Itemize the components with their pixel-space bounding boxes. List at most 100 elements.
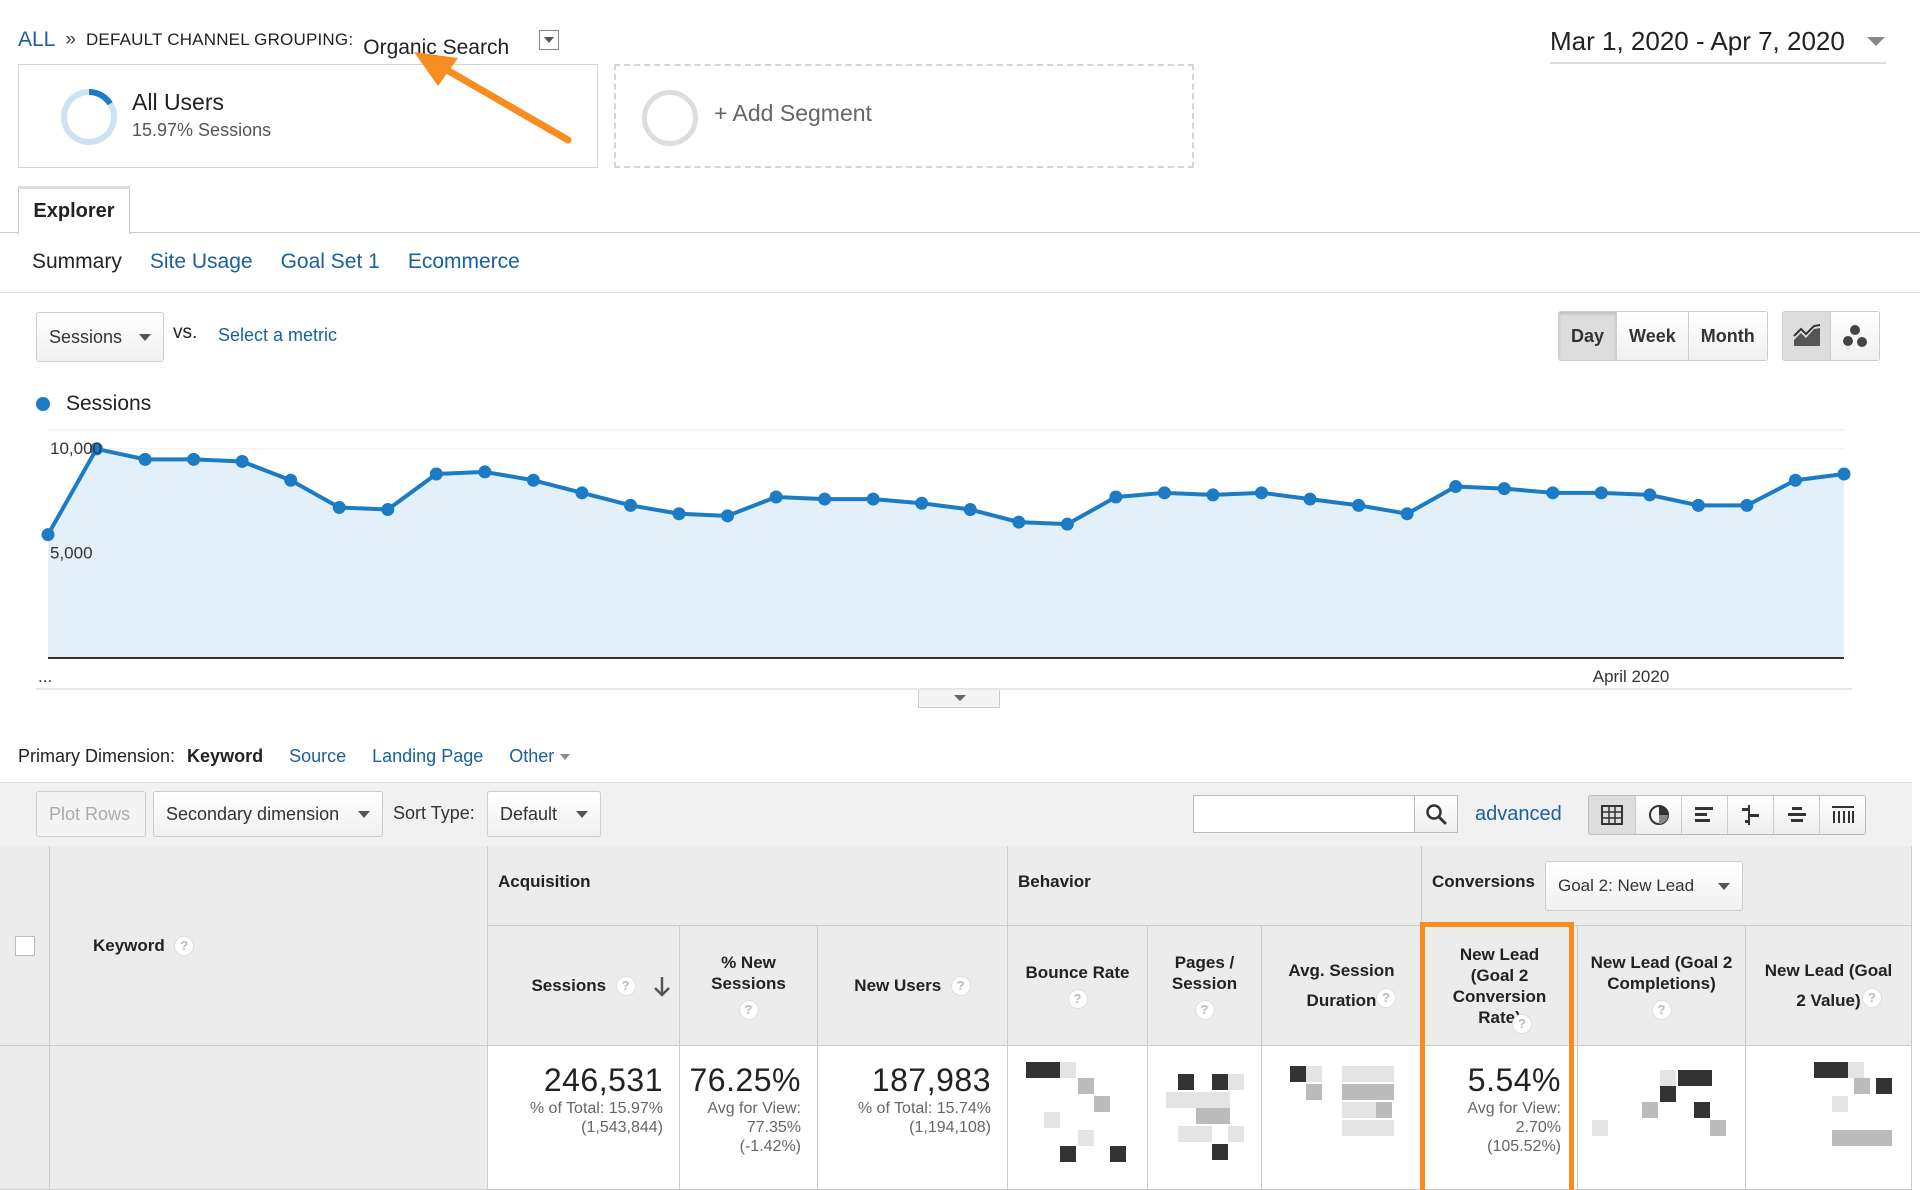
- avg-session-duration-header[interactable]: Avg. Session Duration ?: [1262, 926, 1422, 1046]
- pct-new-sessions-header-label: % New Sessions: [711, 952, 786, 993]
- sessions-point[interactable]: [1206, 488, 1220, 502]
- sessions-point[interactable]: [138, 452, 152, 466]
- table-view-button[interactable]: [1589, 796, 1635, 834]
- sessions-point[interactable]: [1546, 486, 1560, 500]
- plot-rows-button[interactable]: Plot Rows: [36, 791, 146, 837]
- help-icon[interactable]: ?: [1512, 1014, 1532, 1034]
- sessions-point[interactable]: [429, 467, 443, 481]
- sessions-point[interactable]: [381, 503, 395, 517]
- completions-header[interactable]: New Lead (Goal 2 Completions) ?: [1578, 926, 1746, 1046]
- annotation-arrow-icon: [414, 52, 572, 144]
- sessions-point[interactable]: [1012, 515, 1026, 529]
- sessions-point[interactable]: [1691, 498, 1705, 512]
- period-day-button[interactable]: Day: [1559, 312, 1617, 360]
- sessions-point[interactable]: [1740, 498, 1754, 512]
- sessions-point[interactable]: [1157, 486, 1171, 500]
- tab-explorer[interactable]: Explorer: [18, 186, 130, 234]
- period-week-button[interactable]: Week: [1616, 312, 1688, 360]
- total-sessions-pct: % of Total: 15.97%: [529, 1100, 663, 1117]
- sessions-point[interactable]: [1788, 473, 1802, 487]
- sessions-point[interactable]: [818, 492, 832, 506]
- select-metric-link[interactable]: Select a metric: [218, 325, 338, 345]
- search-button[interactable]: [1414, 795, 1458, 833]
- sessions-point[interactable]: [1594, 486, 1608, 500]
- sessions-point[interactable]: [721, 509, 735, 523]
- pct-new-sessions-header[interactable]: % New Sessions ?: [680, 926, 818, 1046]
- sessions-point[interactable]: [235, 454, 249, 468]
- sessions-point[interactable]: [1837, 467, 1851, 481]
- help-icon[interactable]: ?: [615, 975, 636, 996]
- comparison-view-button[interactable]: [1727, 796, 1773, 834]
- conversion-rate-header[interactable]: New Lead (Goal 2 Conversion Rate) ?: [1422, 926, 1578, 1046]
- sessions-point[interactable]: [526, 473, 540, 487]
- help-icon[interactable]: ?: [174, 936, 195, 957]
- secondary-dimension-select[interactable]: Secondary dimension: [153, 791, 383, 837]
- segment-all-users[interactable]: All Users 15.97% Sessions: [18, 64, 598, 168]
- sessions-point[interactable]: [1060, 517, 1074, 531]
- sessions-point[interactable]: [1643, 488, 1657, 502]
- chart-collapse-toggle[interactable]: [918, 690, 1000, 708]
- sessions-point[interactable]: [963, 503, 977, 517]
- help-icon[interactable]: ?: [1651, 999, 1672, 1020]
- sessions-point[interactable]: [1109, 490, 1123, 504]
- help-icon[interactable]: ?: [1194, 999, 1215, 1020]
- primary-dimension-other[interactable]: Other: [509, 746, 570, 767]
- new-users-header[interactable]: New Users ?: [818, 926, 1008, 1046]
- sessions-point[interactable]: [332, 500, 346, 514]
- primary-dimension-source[interactable]: Source: [289, 746, 347, 766]
- breadcrumb-all-link[interactable]: ALL: [18, 28, 56, 51]
- sessions-point[interactable]: [41, 528, 55, 542]
- help-icon[interactable]: ?: [1862, 988, 1882, 1008]
- pages-per-session-header[interactable]: Pages / Session ?: [1148, 926, 1262, 1046]
- x-tick-label: April 2020: [1593, 667, 1670, 686]
- add-segment-button[interactable]: + Add Segment: [614, 64, 1194, 168]
- sessions-point[interactable]: [187, 452, 201, 466]
- sessions-point[interactable]: [284, 473, 298, 487]
- keyword-header[interactable]: Keyword ?: [50, 846, 488, 1046]
- line-chart-button[interactable]: [1783, 312, 1831, 360]
- subtab-site-usage[interactable]: Site Usage: [149, 250, 253, 273]
- sessions-point[interactable]: [1352, 498, 1366, 512]
- subtab-goal-set-1[interactable]: Goal Set 1: [280, 250, 380, 273]
- period-month-button[interactable]: Month: [1687, 312, 1767, 360]
- sessions-point[interactable]: [1303, 492, 1317, 506]
- goal-select[interactable]: Goal 2: New Lead: [1545, 861, 1743, 911]
- sessions-point[interactable]: [478, 465, 492, 479]
- primary-dimension-landing-page[interactable]: Landing Page: [372, 746, 484, 766]
- sessions-header[interactable]: Sessions ?: [488, 926, 680, 1046]
- total-new-users-all: (1,194,108): [909, 1119, 991, 1136]
- subtab-summary[interactable]: Summary: [32, 250, 122, 273]
- subtab-ecommerce[interactable]: Ecommerce: [407, 250, 520, 273]
- help-icon[interactable]: ?: [738, 999, 759, 1020]
- sessions-point[interactable]: [769, 490, 783, 504]
- channel-grouping-dropdown[interactable]: [539, 30, 560, 50]
- help-icon[interactable]: ?: [1067, 989, 1088, 1009]
- advanced-filter-link[interactable]: advanced: [1475, 803, 1562, 825]
- sessions-point[interactable]: [1497, 482, 1511, 496]
- term-cloud-button[interactable]: [1773, 796, 1819, 834]
- date-range-picker[interactable]: Mar 1, 2020 - Apr 7, 2020: [1550, 20, 1886, 64]
- pie-view-button[interactable]: [1635, 796, 1681, 834]
- sessions-point[interactable]: [1449, 480, 1463, 494]
- table-search-input[interactable]: [1193, 795, 1415, 833]
- sessions-point[interactable]: [915, 496, 929, 510]
- pivot-view-button[interactable]: [1819, 796, 1865, 834]
- goal-value-header[interactable]: New Lead (Goal 2 Value) ?: [1746, 926, 1912, 1046]
- help-icon[interactable]: ?: [950, 975, 971, 996]
- sessions-point[interactable]: [866, 492, 880, 506]
- primary-dimension-keyword[interactable]: Keyword: [187, 746, 264, 766]
- help-icon[interactable]: ?: [1376, 988, 1396, 1008]
- sessions-point[interactable]: [90, 442, 104, 456]
- sessions-point[interactable]: [575, 486, 589, 500]
- bar-view-button[interactable]: [1681, 796, 1727, 834]
- motion-chart-button[interactable]: [1831, 312, 1879, 360]
- sort-type-select[interactable]: Default: [487, 791, 601, 837]
- sessions-point[interactable]: [623, 498, 637, 512]
- metric-select[interactable]: Sessions: [36, 312, 164, 362]
- total-pct-new-value: 76.25%: [689, 1062, 801, 1098]
- sessions-point[interactable]: [672, 507, 686, 521]
- bounce-rate-header[interactable]: Bounce Rate ?: [1008, 926, 1148, 1046]
- sessions-point[interactable]: [1255, 486, 1269, 500]
- sessions-point[interactable]: [1400, 507, 1414, 521]
- select-all-checkbox[interactable]: [15, 936, 35, 956]
